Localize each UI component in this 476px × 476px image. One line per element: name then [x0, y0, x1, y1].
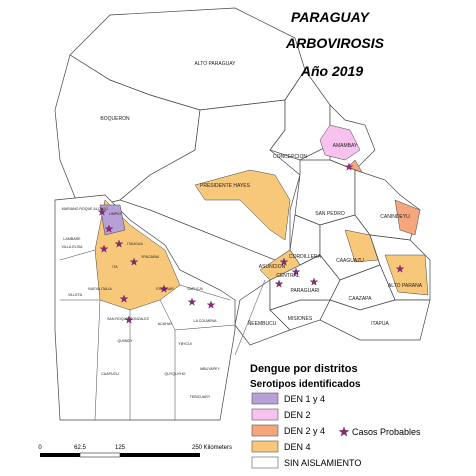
dept-label: ASUNCION [259, 264, 286, 270]
district-label: MARIANO ROQUE ALONSO [62, 207, 109, 211]
dept-label: AMAMBAY [333, 143, 358, 149]
district-label: ACAHAY [158, 322, 173, 326]
legend: Dengue por distritos Serotipos identific… [250, 363, 421, 469]
scale-label: 62.5 [74, 445, 86, 451]
dept-label: MISIONES [288, 316, 313, 322]
district-label: QUYQUYHO [165, 372, 186, 376]
dept-label: CANINDEYU [380, 214, 410, 220]
legend-label: DEN 4 [284, 442, 311, 452]
legend-swatch [251, 392, 279, 405]
district-label: LIMPIO [109, 212, 121, 216]
dept-label: PARAGUARI [290, 288, 319, 294]
title: PARAGUAY [291, 9, 371, 25]
district-label: LA COLMENA [194, 319, 218, 323]
year: Año 2019 [300, 63, 363, 79]
legend-swatch [251, 408, 279, 421]
dept-label: ALTO PARANA [388, 283, 423, 289]
dept-label: CONCEPCION [273, 154, 307, 160]
legend-swatch [251, 440, 279, 453]
dept-label: ALTO PARAGUAY [194, 61, 236, 67]
district-label: ITA [112, 265, 118, 269]
legend-swatch [251, 456, 279, 469]
dept-label: ÑEEMBUCU [248, 320, 277, 327]
district-label: NUEVA ITALIA [88, 287, 112, 291]
district-label: TEBICUARY [190, 395, 211, 399]
dept-label: CENTRAL [276, 273, 300, 279]
district-label: SAN ROQUE GONZALEZ [107, 317, 150, 321]
scale-label: 250 Kilometers [192, 445, 232, 451]
subtitle: ARBOVIROSIS [285, 35, 385, 51]
dept-label: CAAZAPA [349, 296, 373, 302]
district-label: VILLETA [68, 293, 83, 297]
dept-label: ITAPUA [371, 321, 389, 327]
dept-label: CAAGUAZU [336, 258, 364, 264]
district-label: QUIINDY [118, 339, 134, 343]
legend-swatch [251, 424, 279, 437]
dept-label: SAN PEDRO [315, 211, 345, 217]
legend-marker-label: Casos Probables [352, 427, 421, 437]
district-label: SAPUCAI [187, 287, 203, 291]
legend-label: SIN AISLAMIENTO [284, 458, 361, 468]
district-label: CAAPUCU [101, 372, 119, 376]
legend-label: DEN 2 y 4 [284, 426, 325, 436]
legend-label: DEN 1 y 4 [284, 394, 325, 404]
district-label: LAMBARE [63, 237, 81, 241]
district-label: ESCOBAR [156, 287, 174, 291]
scale-label: 125 [115, 445, 126, 451]
legend-label: DEN 2 [284, 410, 311, 420]
dept-label: BOQUERON [100, 116, 130, 122]
country [54, 7, 431, 346]
district-label: YPACARAI [141, 255, 159, 259]
district-label: VILLA ELISA [62, 245, 83, 249]
inset [54, 194, 266, 421]
dept-label: CORDILLERA [289, 254, 322, 260]
district-label: MBUYAPEY [200, 367, 220, 371]
scale-bar: 0 62.5 125 250 Kilometers [38, 445, 232, 458]
scale-label: 0 [38, 445, 42, 451]
district-label: YBYCUI [178, 342, 191, 346]
legend-title: Dengue por distritos [250, 363, 358, 375]
legend-subtitle: Serotipos identificados [250, 379, 361, 390]
labels: ALTO PARAGUAY BOQUERON PRESIDENTE HAYES … [62, 61, 423, 399]
district-label: ITAUGUA [127, 242, 143, 246]
dept-label: PRESIDENTE HAYES [200, 183, 251, 189]
